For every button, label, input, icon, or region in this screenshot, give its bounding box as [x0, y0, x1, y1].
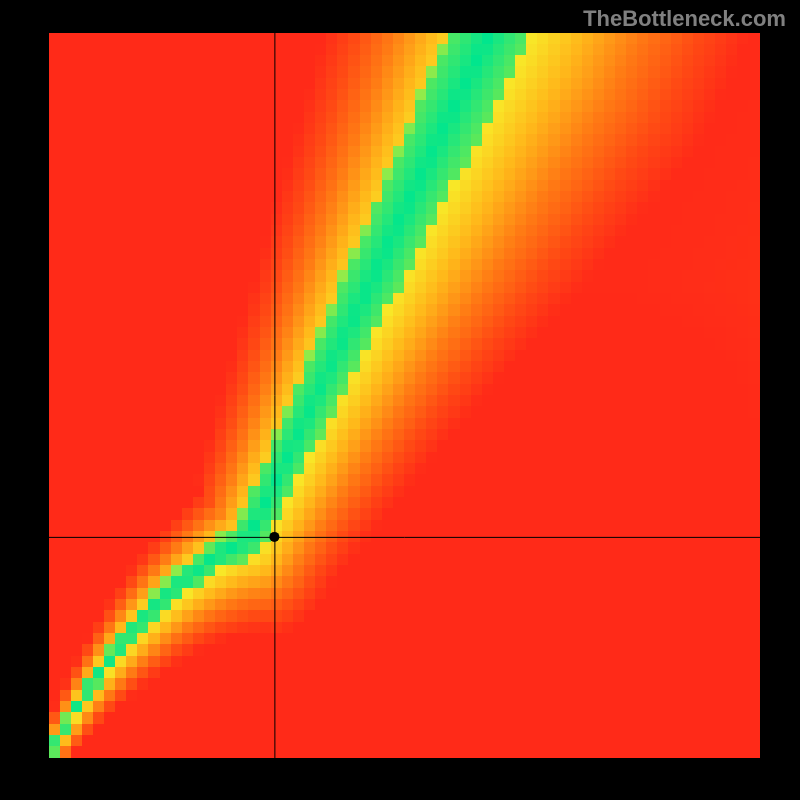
chart-container: TheBottleneck.com	[0, 0, 800, 800]
heatmap-canvas	[49, 33, 760, 758]
plot-area	[49, 33, 760, 758]
watermark-text: TheBottleneck.com	[583, 6, 786, 32]
